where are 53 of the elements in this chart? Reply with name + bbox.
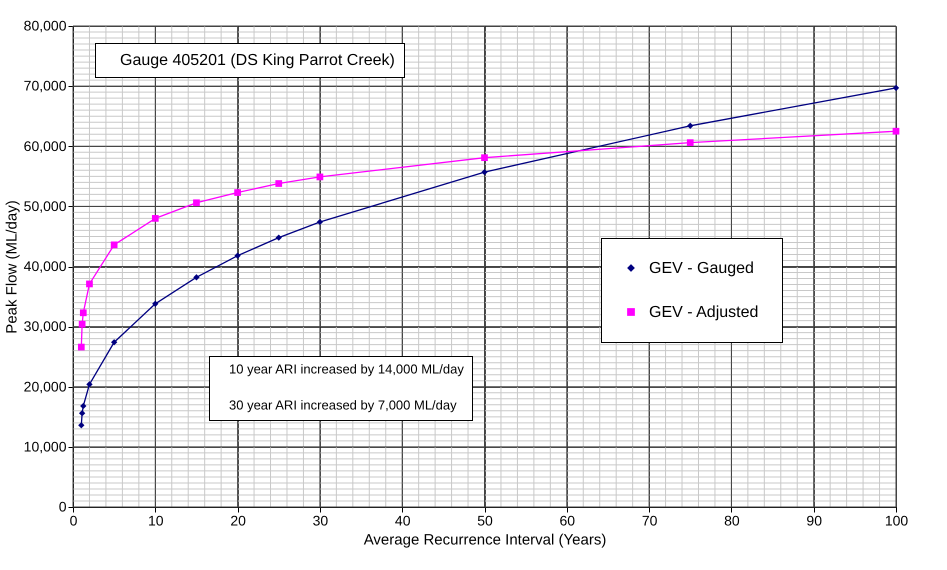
x-tick-label: 20 [230, 512, 246, 528]
point [234, 189, 241, 196]
x-axis-title: Average Recurrence Interval (Years) [364, 532, 606, 548]
annotation: 10 year ARI increased by 14,000 ML/day [229, 362, 464, 376]
point [316, 174, 324, 180]
point [892, 84, 900, 92]
y-tick-label: 70,000 [24, 78, 67, 94]
y-tick-label: 50,000 [24, 198, 67, 214]
x-tick-label: 100 [884, 512, 908, 528]
point [152, 300, 158, 307]
legend-label: GEV - Adjusted [649, 304, 758, 321]
point [78, 344, 85, 350]
point [110, 339, 118, 346]
y-axis-title: Peak Flow (ML/day) [4, 200, 21, 334]
point [86, 280, 93, 288]
y-tick-label: 30,000 [24, 318, 67, 334]
annotation: 30 year ARI increased by 7,000 ML/day [229, 398, 458, 412]
x-tick-label: 40 [394, 512, 411, 528]
point [78, 410, 86, 416]
point [316, 218, 324, 226]
annotation: Gauge 405201 (DS King Parrot Creek) [120, 52, 395, 69]
point [80, 309, 87, 316]
y-tick-label: 20,000 [24, 378, 67, 394]
point [276, 234, 282, 241]
x-tick-label: 10 [148, 512, 164, 528]
point [892, 128, 900, 135]
x-tick-label: 80 [724, 512, 740, 528]
y-tick-label: 10,000 [24, 438, 67, 454]
x-tick-label: 30 [312, 512, 328, 528]
point [110, 242, 118, 248]
point [78, 320, 86, 328]
x-tick-label: 50 [477, 512, 493, 528]
point [687, 122, 694, 129]
point [152, 215, 159, 222]
legend-label: GEV - Gauged [649, 260, 754, 277]
point [275, 180, 282, 187]
point [481, 154, 488, 162]
point [193, 199, 200, 206]
point [193, 274, 200, 280]
point [481, 168, 488, 176]
y-tick-label: 60,000 [24, 138, 67, 154]
x-tick-label: 0 [70, 512, 78, 528]
x-tick-label: 60 [560, 512, 576, 528]
y-tick-label: 0 [58, 498, 67, 514]
point [78, 422, 84, 428]
point [86, 381, 93, 388]
x-tick-label: 90 [806, 512, 822, 528]
x-tick-label: 70 [642, 512, 658, 528]
point [234, 252, 241, 259]
point [686, 139, 694, 146]
y-tick-label: 40,000 [24, 258, 67, 274]
point [80, 402, 86, 410]
y-tick-label: 80,000 [24, 18, 67, 34]
